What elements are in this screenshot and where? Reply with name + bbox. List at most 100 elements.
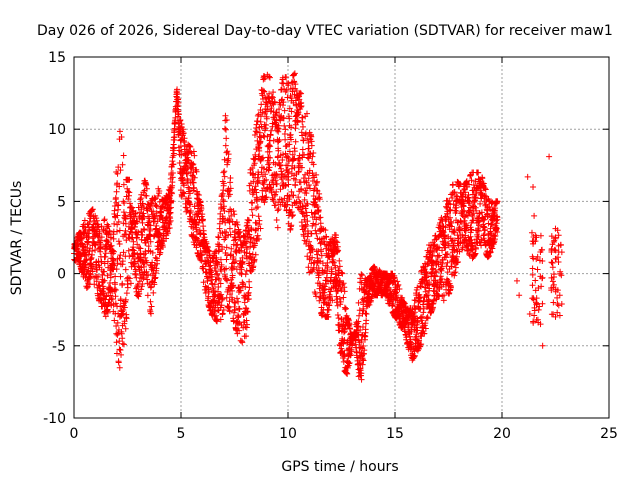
data-point [342,305,349,312]
data-point [254,232,261,239]
x-tick-label: 15 [386,426,404,442]
data-point [151,275,158,282]
data-point [175,111,182,118]
data-point [475,169,482,176]
data-point [101,260,108,267]
data-point [169,170,176,177]
data-point [279,157,286,164]
data-point [236,233,243,240]
data-point [211,281,218,288]
data-point [257,118,264,125]
data-point [246,231,253,238]
data-point [248,234,255,241]
data-point [237,237,244,244]
data-point [121,304,128,311]
data-point [529,265,536,272]
data-point [153,265,160,272]
data-point [120,181,127,188]
data-point [229,272,236,279]
data-point [146,217,153,224]
data-point [273,188,280,195]
x-axis-label: GPS time / hours [281,459,398,475]
x-tick-label: 25 [600,426,618,442]
data-point [190,161,197,168]
data-point [246,284,253,291]
data-point [224,277,231,284]
data-point [191,203,198,210]
data-point [193,242,200,249]
data-point [101,277,108,284]
data-point [120,209,127,216]
data-point [233,219,240,226]
data-point [83,285,90,292]
data-point [218,302,225,309]
data-point [121,199,128,206]
data-point [356,307,363,314]
data-point [255,213,262,220]
data-point [187,190,194,197]
data-point [154,257,161,264]
data-point [116,128,123,135]
data-point [264,103,271,110]
data-point [549,278,556,285]
data-point [181,135,188,142]
data-point [264,133,271,140]
data-point [139,200,146,207]
data-point [175,108,182,115]
y-tick-label: 15 [48,50,66,66]
data-point [156,188,163,195]
data-point [98,258,105,265]
data-point [247,243,254,250]
data-point [104,238,111,245]
data-point [145,243,152,250]
data-point [273,109,280,116]
data-point [270,137,277,144]
data-point [86,273,93,280]
data-point [363,317,370,324]
data-point [150,289,157,296]
data-point [101,268,108,275]
x-tick-label: 10 [279,426,297,442]
data-point [218,261,225,268]
data-point [95,282,102,289]
data-point [217,316,224,323]
data-point [134,218,141,225]
data-point [202,289,209,296]
data-point [187,201,194,208]
data-point [110,235,117,242]
data-point [187,208,194,215]
data-point [96,228,103,235]
data-point [250,263,257,270]
data-point [244,246,251,253]
data-point [112,293,119,300]
data-point [85,251,92,258]
data-point [185,184,192,191]
data-point [272,161,279,168]
data-point [170,161,177,168]
data-point [267,143,274,150]
data-point [138,286,145,293]
data-point [534,266,541,273]
data-point [275,147,282,154]
data-point [276,106,283,113]
data-point [554,300,561,307]
data-point [229,218,236,225]
data-point [118,134,125,141]
data-point [108,242,115,249]
data-point [266,164,273,171]
data-point [103,293,110,300]
data-point [256,217,263,224]
data-point [147,298,154,305]
data-point [258,123,265,130]
data-point [117,303,124,310]
data-point [229,265,236,272]
data-point [114,180,121,187]
data-point [245,217,252,224]
data-point [175,99,182,106]
data-point [265,167,272,174]
data-point [277,186,284,193]
data-point [281,107,288,114]
data-point [225,304,232,311]
data-point [295,155,302,162]
data-point [242,283,249,290]
